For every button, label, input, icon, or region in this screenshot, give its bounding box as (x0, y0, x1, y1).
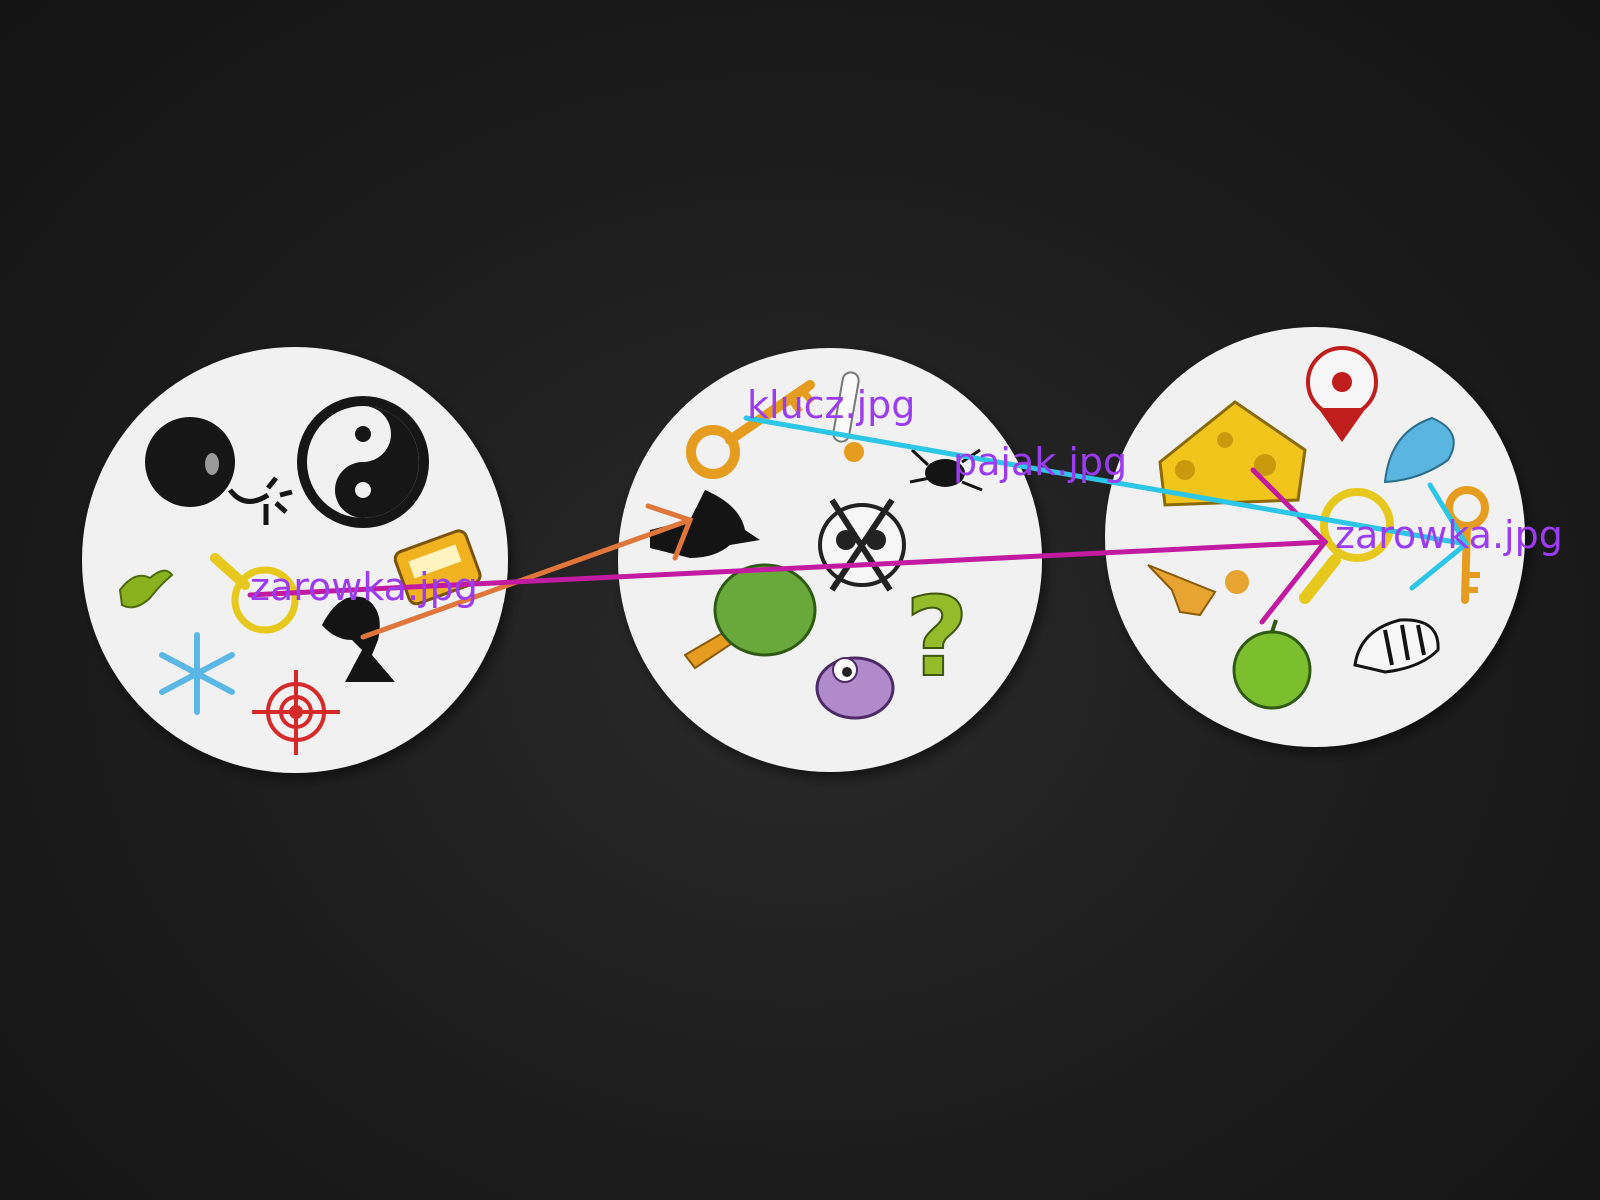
svg-text:?: ? (905, 573, 969, 701)
yin-yang-icon (297, 396, 429, 528)
apple-icon (1232, 619, 1312, 710)
left-card (82, 347, 508, 773)
right-card (1105, 327, 1525, 747)
middle-card-right-label: pajak.jpg (953, 440, 1127, 484)
purple-bird-icon (815, 656, 895, 720)
middle-card: ? (618, 348, 1042, 772)
thermometer-icon (832, 371, 864, 462)
dinosaur-icon (118, 569, 174, 609)
zebra-icon (1353, 618, 1440, 674)
question-mark-icon: ? (904, 572, 970, 702)
clown-icon (1306, 346, 1378, 442)
lightbulb-icon (210, 553, 299, 634)
cheese-icon (1158, 400, 1307, 507)
orange-match-arrow (360, 503, 694, 640)
key-icon (1445, 486, 1489, 604)
right-card-label: zarowka.jpg (1335, 513, 1563, 557)
lightbulb-icon (1299, 488, 1394, 604)
knight-icon (322, 596, 395, 682)
key-icon (686, 380, 815, 479)
gingerbread-man-icon (1147, 564, 1249, 617)
middle-card-top-label: klucz.jpg (747, 383, 915, 427)
water-drop-icon (1383, 416, 1455, 484)
snowflake-icon (159, 632, 235, 715)
bird-head-icon (650, 490, 760, 558)
target-icon (252, 670, 340, 755)
bomb-icon (145, 417, 270, 507)
left-card-label: zarowka.jpg (250, 565, 478, 609)
sparkle-icon (263, 476, 293, 525)
spider-icon (909, 448, 983, 492)
tree-icon (683, 563, 817, 670)
magenta-match-arrow (247, 467, 1329, 625)
cyan-match-arrow (743, 415, 1470, 591)
